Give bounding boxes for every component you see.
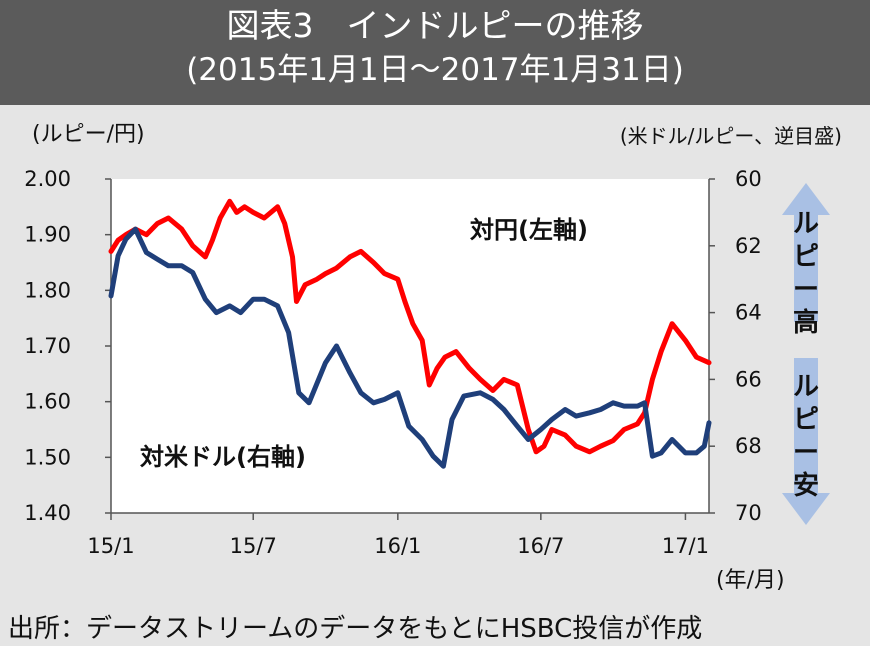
left-tick-label: 2.00: [24, 167, 71, 191]
rupee-up-label-char: ル: [793, 209, 819, 239]
series-label-usd: 対米ドル(右軸): [140, 443, 306, 471]
series-label-jpy: 対円(左軸): [470, 216, 588, 244]
rupee-up-arrow: [782, 183, 830, 322]
rupee-down-label-char: ー: [793, 438, 819, 468]
left-tick-label: 1.90: [24, 223, 71, 247]
right-tick-label: 64: [735, 301, 762, 325]
rupee-up-label-char: ピ: [793, 242, 819, 272]
source-note: 出所：データストリームのデータをもとにHSBC投信が作成: [8, 614, 703, 644]
chart-title: 図表3 インドルピーの推移: [226, 6, 644, 45]
right-tick-label: 62: [735, 234, 762, 258]
left-tick-label: 1.70: [24, 334, 71, 358]
x-tick-label: 16/7: [517, 534, 564, 558]
x-tick-label: 16/1: [374, 534, 421, 558]
right-tick-label: 68: [735, 434, 762, 458]
chart-header: 図表3 インドルピーの推移 (2015年1月1日～2017年1月31日): [0, 0, 870, 105]
left-tick-label: 1.80: [24, 278, 71, 302]
chart-subtitle: (2015年1月1日～2017年1月31日): [186, 52, 684, 88]
rupee-down-arrow: [782, 358, 830, 525]
x-tick-label: 17/1: [662, 534, 709, 558]
series-line-usd: [108, 226, 712, 469]
rupee-up-label-char: ー: [793, 275, 819, 305]
rupee-down-label-char: ル: [793, 372, 819, 402]
x-axis-unit: (年/月): [716, 568, 785, 593]
left-tick-label: 1.60: [24, 390, 71, 414]
right-tick-label: 60: [735, 167, 762, 191]
rupee-down-label-char: 安: [793, 471, 819, 501]
left-tick-label: 1.40: [24, 501, 71, 525]
rupee-down-label-char: ピ: [793, 405, 819, 435]
right-tick-label: 70: [735, 501, 762, 525]
x-tick-label: 15/1: [87, 534, 134, 558]
left-tick-label: 1.50: [24, 445, 71, 469]
plot-area: [111, 179, 709, 513]
series-line-jpy: [108, 198, 712, 455]
right-tick-label: 66: [735, 367, 762, 391]
rupee-up-label-char: 高: [793, 307, 819, 338]
x-tick-label: 15/7: [230, 534, 277, 558]
right-axis-unit: (米ドル/ルピー、逆目盛): [619, 124, 842, 148]
left-axis-unit: (ルピー/円): [32, 122, 145, 147]
